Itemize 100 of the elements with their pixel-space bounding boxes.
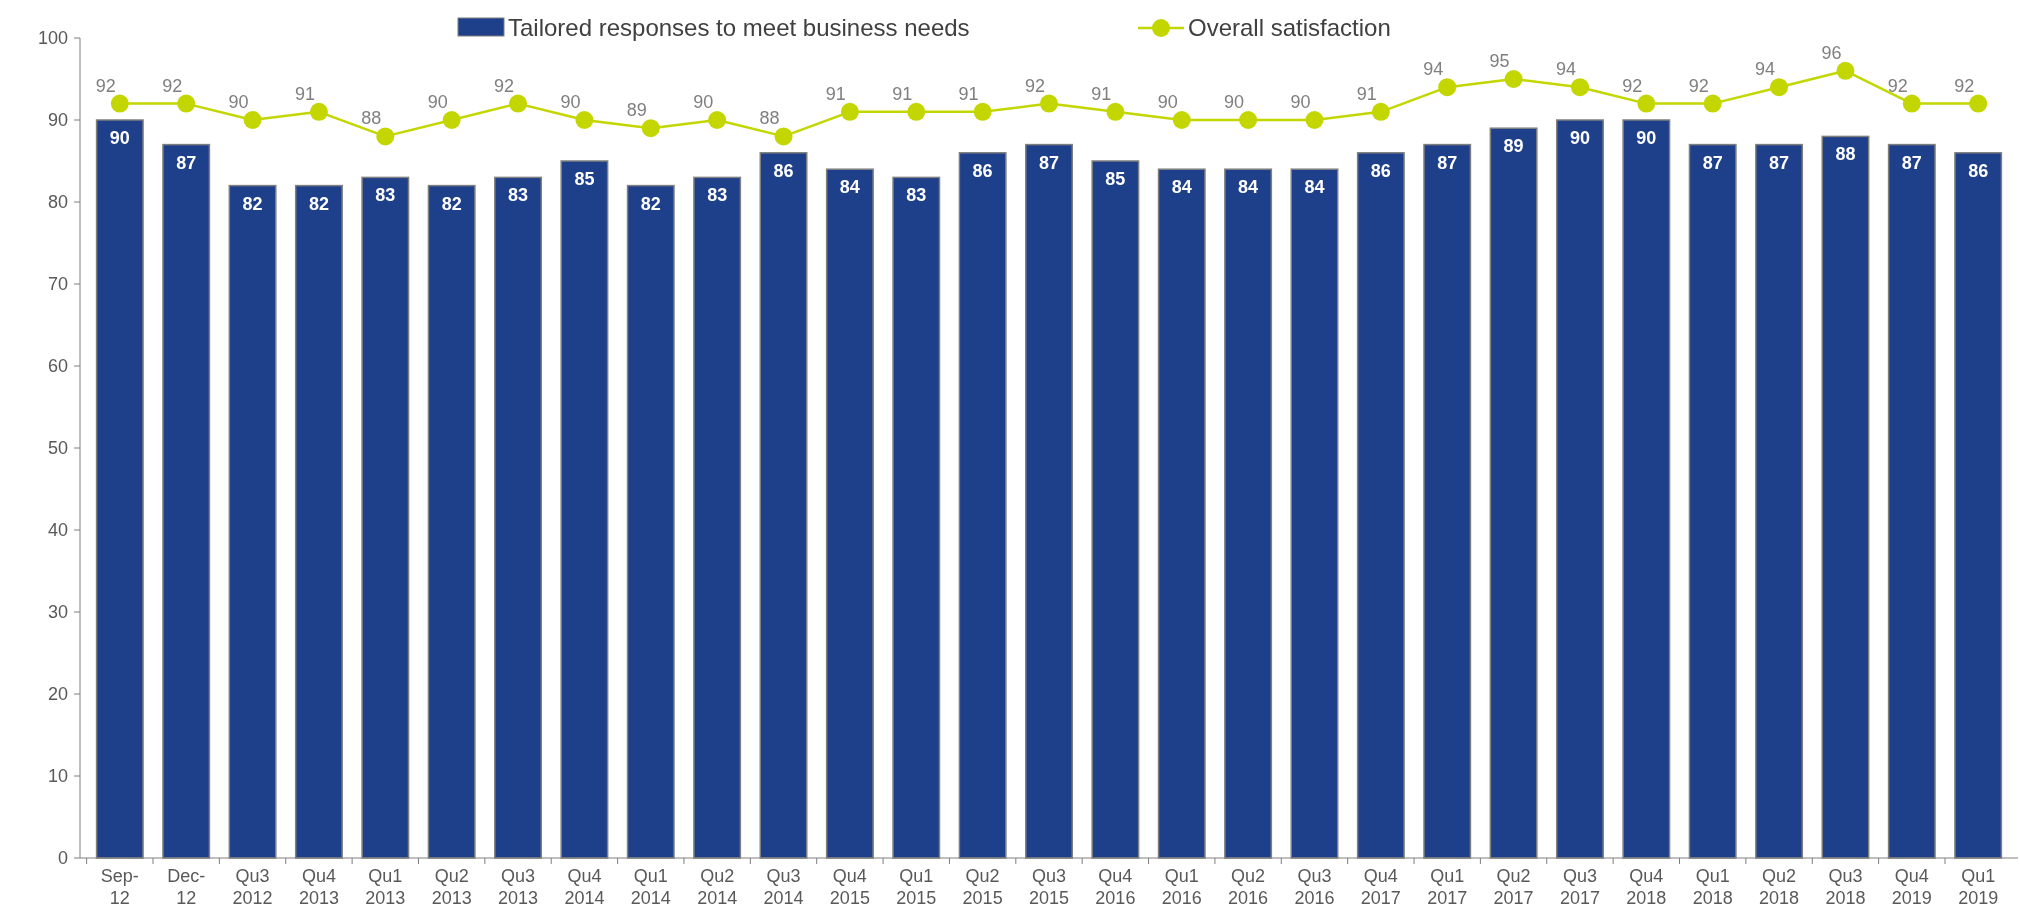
data-label: 91 [1356,83,1377,104]
point [1570,78,1589,97]
y-tick-label: 40 [47,520,68,541]
data-label: 90 [1290,92,1311,112]
data-label: 83 [906,185,927,206]
x-tick-label: Qu4 2019 [1891,866,1932,908]
data-label: 91 [294,83,315,104]
point [641,119,660,138]
data-label: 92 [1887,75,1908,96]
y-tick-label: 30 [47,602,68,623]
point [376,127,395,146]
x-tick-label: Qu3 2012 [232,866,273,908]
data-label: 83 [375,185,396,206]
data-label: 88 [759,108,780,129]
data-label: 94 [1755,59,1776,80]
x-tick-label: Qu4 2016 [1095,866,1136,908]
x-tick-label: Qu1 2016 [1161,866,1202,908]
data-label: 86 [1370,160,1391,181]
point [1902,94,1921,113]
point [575,111,594,129]
data-label: 86 [972,160,993,181]
data-label: 90 [228,92,249,112]
data-label: 87 [1901,152,1922,173]
y-tick-label: 50 [47,438,68,459]
x-tick-label: Qu3 2014 [763,866,804,908]
x-tick-label: Qu2 2017 [1493,866,1534,908]
point [442,111,461,129]
data-label: 92 [494,75,515,96]
point [243,111,262,129]
point [1371,102,1390,121]
x-tick-label: Qu3 2018 [1825,866,1866,908]
x-tick-label: Qu4 2014 [564,866,605,908]
point [1637,94,1656,113]
y-tick-label: 60 [47,356,68,377]
x-tick-label: Qu2 2013 [431,866,472,908]
data-label: 90 [1636,128,1657,148]
point [1106,102,1125,121]
data-label: 90 [560,92,581,112]
point [110,94,129,113]
legend-label: Overall satisfaction [1188,14,1391,42]
point [1703,94,1722,113]
data-label: 84 [839,177,860,198]
data-label: 88 [361,108,382,129]
data-label: 89 [626,100,647,121]
data-label: 92 [162,75,183,96]
point [1969,94,1988,113]
x-tick-label: Qu2 2015 [962,866,1003,908]
data-label: 90 [427,92,448,112]
data-label: 84 [1171,177,1192,198]
point [907,102,926,121]
data-label: 91 [892,83,913,104]
data-label: 82 [441,193,462,214]
data-label: 90 [1224,92,1245,112]
data-label: 91 [958,83,979,104]
data-label: 85 [574,169,595,189]
data-label: 91 [1091,83,1112,104]
data-label: 87 [1769,152,1790,173]
data-label: 90 [109,128,130,148]
point [708,111,727,129]
data-label: 94 [1423,59,1444,80]
x-tick-label: Qu1 2013 [365,866,406,908]
data-label: 95 [1489,51,1510,71]
data-label: 82 [308,193,329,214]
data-label: 92 [1024,75,1046,96]
point [1305,111,1324,129]
data-label: 92 [1622,75,1643,96]
y-tick-label: 90 [47,110,68,131]
data-label: 94 [1555,59,1576,80]
x-tick-label: Qu1 2014 [630,866,671,908]
x-tick-label: Qu2 2018 [1759,866,1800,908]
data-label: 90 [693,92,714,112]
point [1770,78,1789,97]
data-label: 92 [1688,75,1709,96]
x-tick-label: Qu1 2017 [1427,866,1468,908]
data-label: 89 [1503,136,1524,157]
data-label: 91 [825,83,846,104]
x-tick-label: Qu4 2015 [829,866,870,908]
x-tick-label: Qu3 2016 [1294,866,1335,908]
y-tick-label: 70 [47,274,68,295]
point [1040,94,1058,113]
x-tick-label: Qu2 2016 [1228,866,1269,908]
data-label: 82 [640,193,661,214]
data-label: 87 [1038,152,1060,173]
point [774,127,793,146]
data-label: 85 [1105,169,1126,189]
y-tick-label: 20 [47,684,68,705]
point [973,102,992,121]
data-label: 92 [95,75,116,96]
y-tick-label: 0 [57,848,68,869]
x-tick-label: Qu3 2015 [1028,866,1070,908]
data-label: 87 [1437,152,1458,173]
data-label: 83 [508,185,529,206]
data-label: 96 [1821,42,1842,63]
point [177,94,196,113]
x-tick-label: Sep- 12 [100,866,139,908]
x-tick-label: Qu4 2013 [298,866,339,908]
data-label: 90 [1157,92,1178,112]
data-label: 86 [773,160,794,181]
data-label: 84 [1238,177,1259,198]
data-label: 92 [1954,75,1975,96]
